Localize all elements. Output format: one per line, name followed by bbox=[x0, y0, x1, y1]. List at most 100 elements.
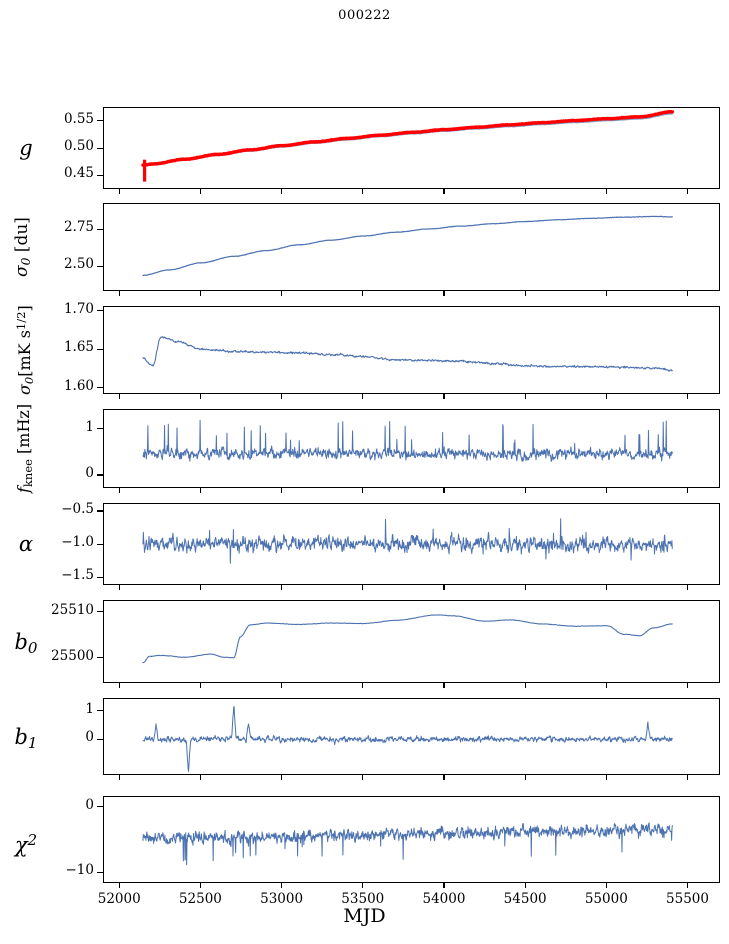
xtick-mark-b0-3 bbox=[362, 683, 364, 688]
xtick-mark-gain-2 bbox=[281, 189, 283, 194]
ytick-label-gain-2: 0.55 bbox=[63, 110, 94, 127]
xtick-mark-b0-5 bbox=[524, 683, 526, 688]
xtick-mark-b1-0 bbox=[118, 775, 120, 780]
xtick-mark-sigma0-mk-7 bbox=[687, 394, 689, 399]
data-line-alpha bbox=[142, 518, 673, 564]
ylabel-fknee: fknee [mHz] bbox=[14, 403, 35, 493]
xtick-mark-b0-6 bbox=[605, 683, 607, 688]
xtick-mark-gain-1 bbox=[199, 189, 201, 194]
xtick-mark-sigma0-mk-0 bbox=[118, 394, 120, 399]
data-line-fknee bbox=[142, 419, 673, 462]
ytick-label-b1-1: 1 bbox=[85, 700, 94, 717]
ytick-label-sigma0-du-0: 2.50 bbox=[63, 256, 94, 273]
panel-sigma0-mk bbox=[103, 306, 720, 394]
ytick-mark-b0-1 bbox=[97, 611, 103, 613]
xtick-mark-b0-1 bbox=[199, 683, 201, 688]
ytick-label-sigma0-du-1: 2.75 bbox=[63, 219, 94, 236]
xtick-mark-gain-4 bbox=[443, 189, 445, 194]
panel-sigma0-du bbox=[103, 203, 720, 291]
xtick-mark-gain-6 bbox=[605, 189, 607, 194]
xtick-mark-sigma0-mk-2 bbox=[281, 394, 283, 399]
xtick-mark-sigma0-mk-6 bbox=[605, 394, 607, 399]
xtick-mark-sigma0-du-3 bbox=[362, 291, 364, 296]
data-line-sigma0-mk bbox=[142, 336, 673, 372]
data-line-sigma0-du bbox=[142, 215, 673, 277]
data-line-chi2 bbox=[142, 822, 673, 866]
xtick-mark-b1-3 bbox=[362, 775, 364, 780]
ytick-mark-sigma0-mk-2 bbox=[97, 310, 103, 312]
plot-area-fknee bbox=[142, 419, 673, 462]
ytick-label-chi2-0: 0 bbox=[85, 796, 94, 813]
xtick-mark-alpha-2 bbox=[281, 585, 283, 590]
ylabel-sigma0-mk: σ0[mK s1/2] bbox=[14, 305, 37, 395]
xtick-mark-b1-2 bbox=[281, 775, 283, 780]
xtick-mark-fknee-4 bbox=[443, 488, 445, 493]
xtick-mark-chi2-1 bbox=[199, 883, 201, 888]
ylabel-b0: b0 bbox=[14, 629, 38, 657]
ytick-label-alpha-0: −0.5 bbox=[61, 500, 94, 517]
ylabel-gain: g bbox=[19, 136, 33, 160]
xtick-mark-sigma0-du-7 bbox=[687, 291, 689, 296]
xtick-mark-chi2-3 bbox=[362, 883, 364, 888]
ytick-label-b0-1: 25510 bbox=[51, 601, 94, 618]
ytick-label-gain-1: 0.50 bbox=[63, 138, 94, 154]
ytick-label-b0-0: 25500 bbox=[51, 647, 94, 664]
plot-area-b1 bbox=[142, 706, 673, 772]
xtick-mark-alpha-3 bbox=[362, 585, 364, 590]
ytick-label-sigma0-mk-1: 1.65 bbox=[63, 339, 94, 356]
xtick-mark-sigma0-du-0 bbox=[118, 291, 120, 296]
xtick-mark-fknee-2 bbox=[281, 488, 283, 493]
xtick-label-2: 53000 bbox=[260, 891, 304, 907]
ytick-mark-alpha-2 bbox=[97, 576, 103, 578]
xtick-mark-fknee-3 bbox=[362, 488, 364, 493]
ylabel-sigma0-du: σ0 [du] bbox=[12, 217, 34, 277]
xtick-label-0: 52000 bbox=[97, 891, 141, 907]
xtick-mark-chi2-0 bbox=[118, 883, 120, 888]
xtick-mark-fknee-1 bbox=[199, 488, 201, 493]
xtick-mark-alpha-1 bbox=[199, 585, 201, 590]
xtick-mark-b1-5 bbox=[524, 775, 526, 780]
ytick-label-chi2-1: −10 bbox=[65, 862, 95, 879]
xtick-mark-fknee-0 bbox=[118, 488, 120, 493]
xtick-mark-sigma0-mk-5 bbox=[524, 394, 526, 399]
xtick-mark-alpha-4 bbox=[443, 585, 445, 590]
plot-area-sigma0-du bbox=[142, 215, 673, 277]
xtick-mark-alpha-0 bbox=[118, 585, 120, 590]
xtick-label-5: 54500 bbox=[503, 891, 547, 907]
xtick-mark-sigma0-du-4 bbox=[443, 291, 445, 296]
xtick-mark-sigma0-du-2 bbox=[281, 291, 283, 296]
xtick-mark-b1-1 bbox=[199, 775, 201, 780]
xtick-mark-b0-2 bbox=[281, 683, 283, 688]
ytick-mark-gain-0 bbox=[97, 174, 103, 176]
ytick-mark-sigma0-du-0 bbox=[97, 265, 103, 267]
ytick-mark-fknee-0 bbox=[97, 474, 103, 476]
xtick-mark-fknee-5 bbox=[524, 488, 526, 493]
ylabel-b1: b1 bbox=[14, 724, 38, 752]
ytick-mark-chi2-1 bbox=[97, 871, 103, 874]
ytick-mark-b1-1 bbox=[97, 710, 103, 712]
ytick-mark-gain-2 bbox=[97, 120, 103, 122]
xtick-mark-alpha-5 bbox=[524, 585, 526, 590]
ytick-label-alpha-1: −1.0 bbox=[61, 534, 94, 550]
figure-title: 000222 bbox=[338, 8, 391, 23]
xtick-mark-sigma0-du-6 bbox=[605, 291, 607, 296]
panel-b0 bbox=[103, 600, 720, 683]
data-line-gain-1 bbox=[141, 109, 674, 167]
ytick-mark-sigma0-mk-1 bbox=[97, 348, 103, 350]
ytick-label-alpha-2: −1.5 bbox=[61, 567, 94, 584]
xtick-mark-b0-4 bbox=[443, 683, 445, 688]
xtick-mark-sigma0-mk-1 bbox=[199, 394, 201, 399]
ytick-label-fknee-0: 0 bbox=[85, 464, 94, 481]
plot-area-alpha bbox=[142, 518, 673, 564]
xtick-mark-b0-7 bbox=[687, 683, 689, 688]
ytick-mark-sigma0-du-1 bbox=[97, 228, 103, 230]
xtick-mark-sigma0-mk-3 bbox=[362, 394, 364, 399]
xtick-mark-b1-4 bbox=[443, 775, 445, 780]
xtick-mark-chi2-5 bbox=[524, 883, 526, 888]
ytick-label-b1-0: 0 bbox=[85, 729, 94, 746]
xtick-label-6: 55000 bbox=[584, 891, 628, 907]
xtick-mark-gain-3 bbox=[362, 189, 364, 194]
xtick-mark-sigma0-mk-4 bbox=[443, 394, 445, 399]
ylabel-alpha: α bbox=[18, 532, 34, 556]
